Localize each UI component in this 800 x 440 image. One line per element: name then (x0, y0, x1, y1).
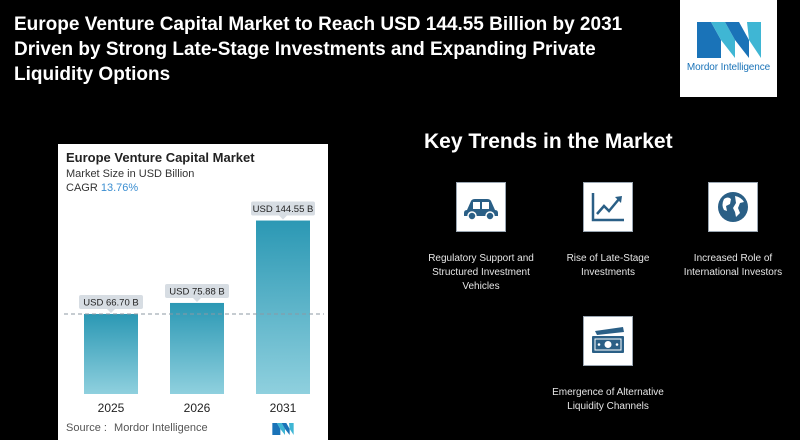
car-icon (464, 199, 498, 221)
data-label-pointer (107, 308, 115, 313)
bar-2026 (170, 302, 224, 394)
chart-title: Europe Venture Capital Market (66, 150, 255, 165)
source-name: Mordor Intelligence (114, 422, 208, 434)
headline: Europe Venture Capital Market to Reach U… (14, 14, 623, 85)
data-label: USD 66.70 B (83, 297, 138, 308)
banknote-icon (592, 327, 624, 353)
cagr-line: CAGR 13.76% (66, 182, 138, 194)
trend-label: Regulatory Support and Structured Invest… (428, 253, 534, 292)
data-label-box (165, 283, 229, 298)
cagr-label: CAGR (66, 182, 98, 194)
trend-item: Emergence of Alternative Liquidity Chann… (543, 316, 673, 414)
trend-icon-box (708, 182, 758, 232)
bar-2025 (84, 313, 138, 394)
trend-item: Regulatory Support and Structured Invest… (416, 182, 546, 294)
data-label-box (79, 294, 143, 309)
x-tick-label: 2031 (270, 401, 297, 415)
bar-chart: USD 66.70 B 2025 USD 75.88 B 2026 USD 144.55… (64, 201, 324, 415)
data-label-pointer (193, 297, 201, 302)
bar-2031 (256, 220, 310, 394)
data-label: USD 75.88 B (169, 286, 224, 297)
trend-label: Emergence of Alternative Liquidity Chann… (552, 387, 664, 412)
x-tick-label: 2026 (184, 401, 211, 415)
chart-subtitle: Market Size in USD Billion (66, 168, 195, 180)
trend-label: Increased Role of International Investor… (683, 253, 783, 278)
mordor-logo-text: Mordor Intelligence (686, 62, 771, 73)
x-tick-label: 2025 (98, 401, 125, 415)
source-line: Source : Mordor Intelligence (66, 422, 212, 434)
trend-icon-box (583, 316, 633, 366)
data-label-pointer (279, 215, 287, 220)
data-label: USD 144.55 B (253, 204, 314, 215)
cagr-value: 13.76% (100, 182, 139, 194)
trend-item: Rise of Late-Stage Investments (543, 182, 673, 280)
trend-item: Increased Role of International Investor… (668, 182, 798, 280)
trend-icon-box (583, 182, 633, 232)
mordor-logo-icon (696, 22, 761, 58)
trend-label: Rise of Late-Stage Investments (566, 253, 650, 278)
source-label: Source : (66, 422, 107, 434)
key-trends-title: Key Trends in the Market (424, 130, 673, 153)
growth-chart-icon (591, 193, 624, 222)
globe-icon (718, 192, 748, 222)
trend-icon-box (456, 182, 506, 232)
mordor-logo: Mordor Intelligence (680, 0, 777, 97)
chart-card: USD 66.70 B 2025 USD 75.88 B 2026 USD 144.55… (58, 144, 328, 440)
data-label-box (251, 201, 315, 216)
source-logo-icon (272, 423, 294, 435)
